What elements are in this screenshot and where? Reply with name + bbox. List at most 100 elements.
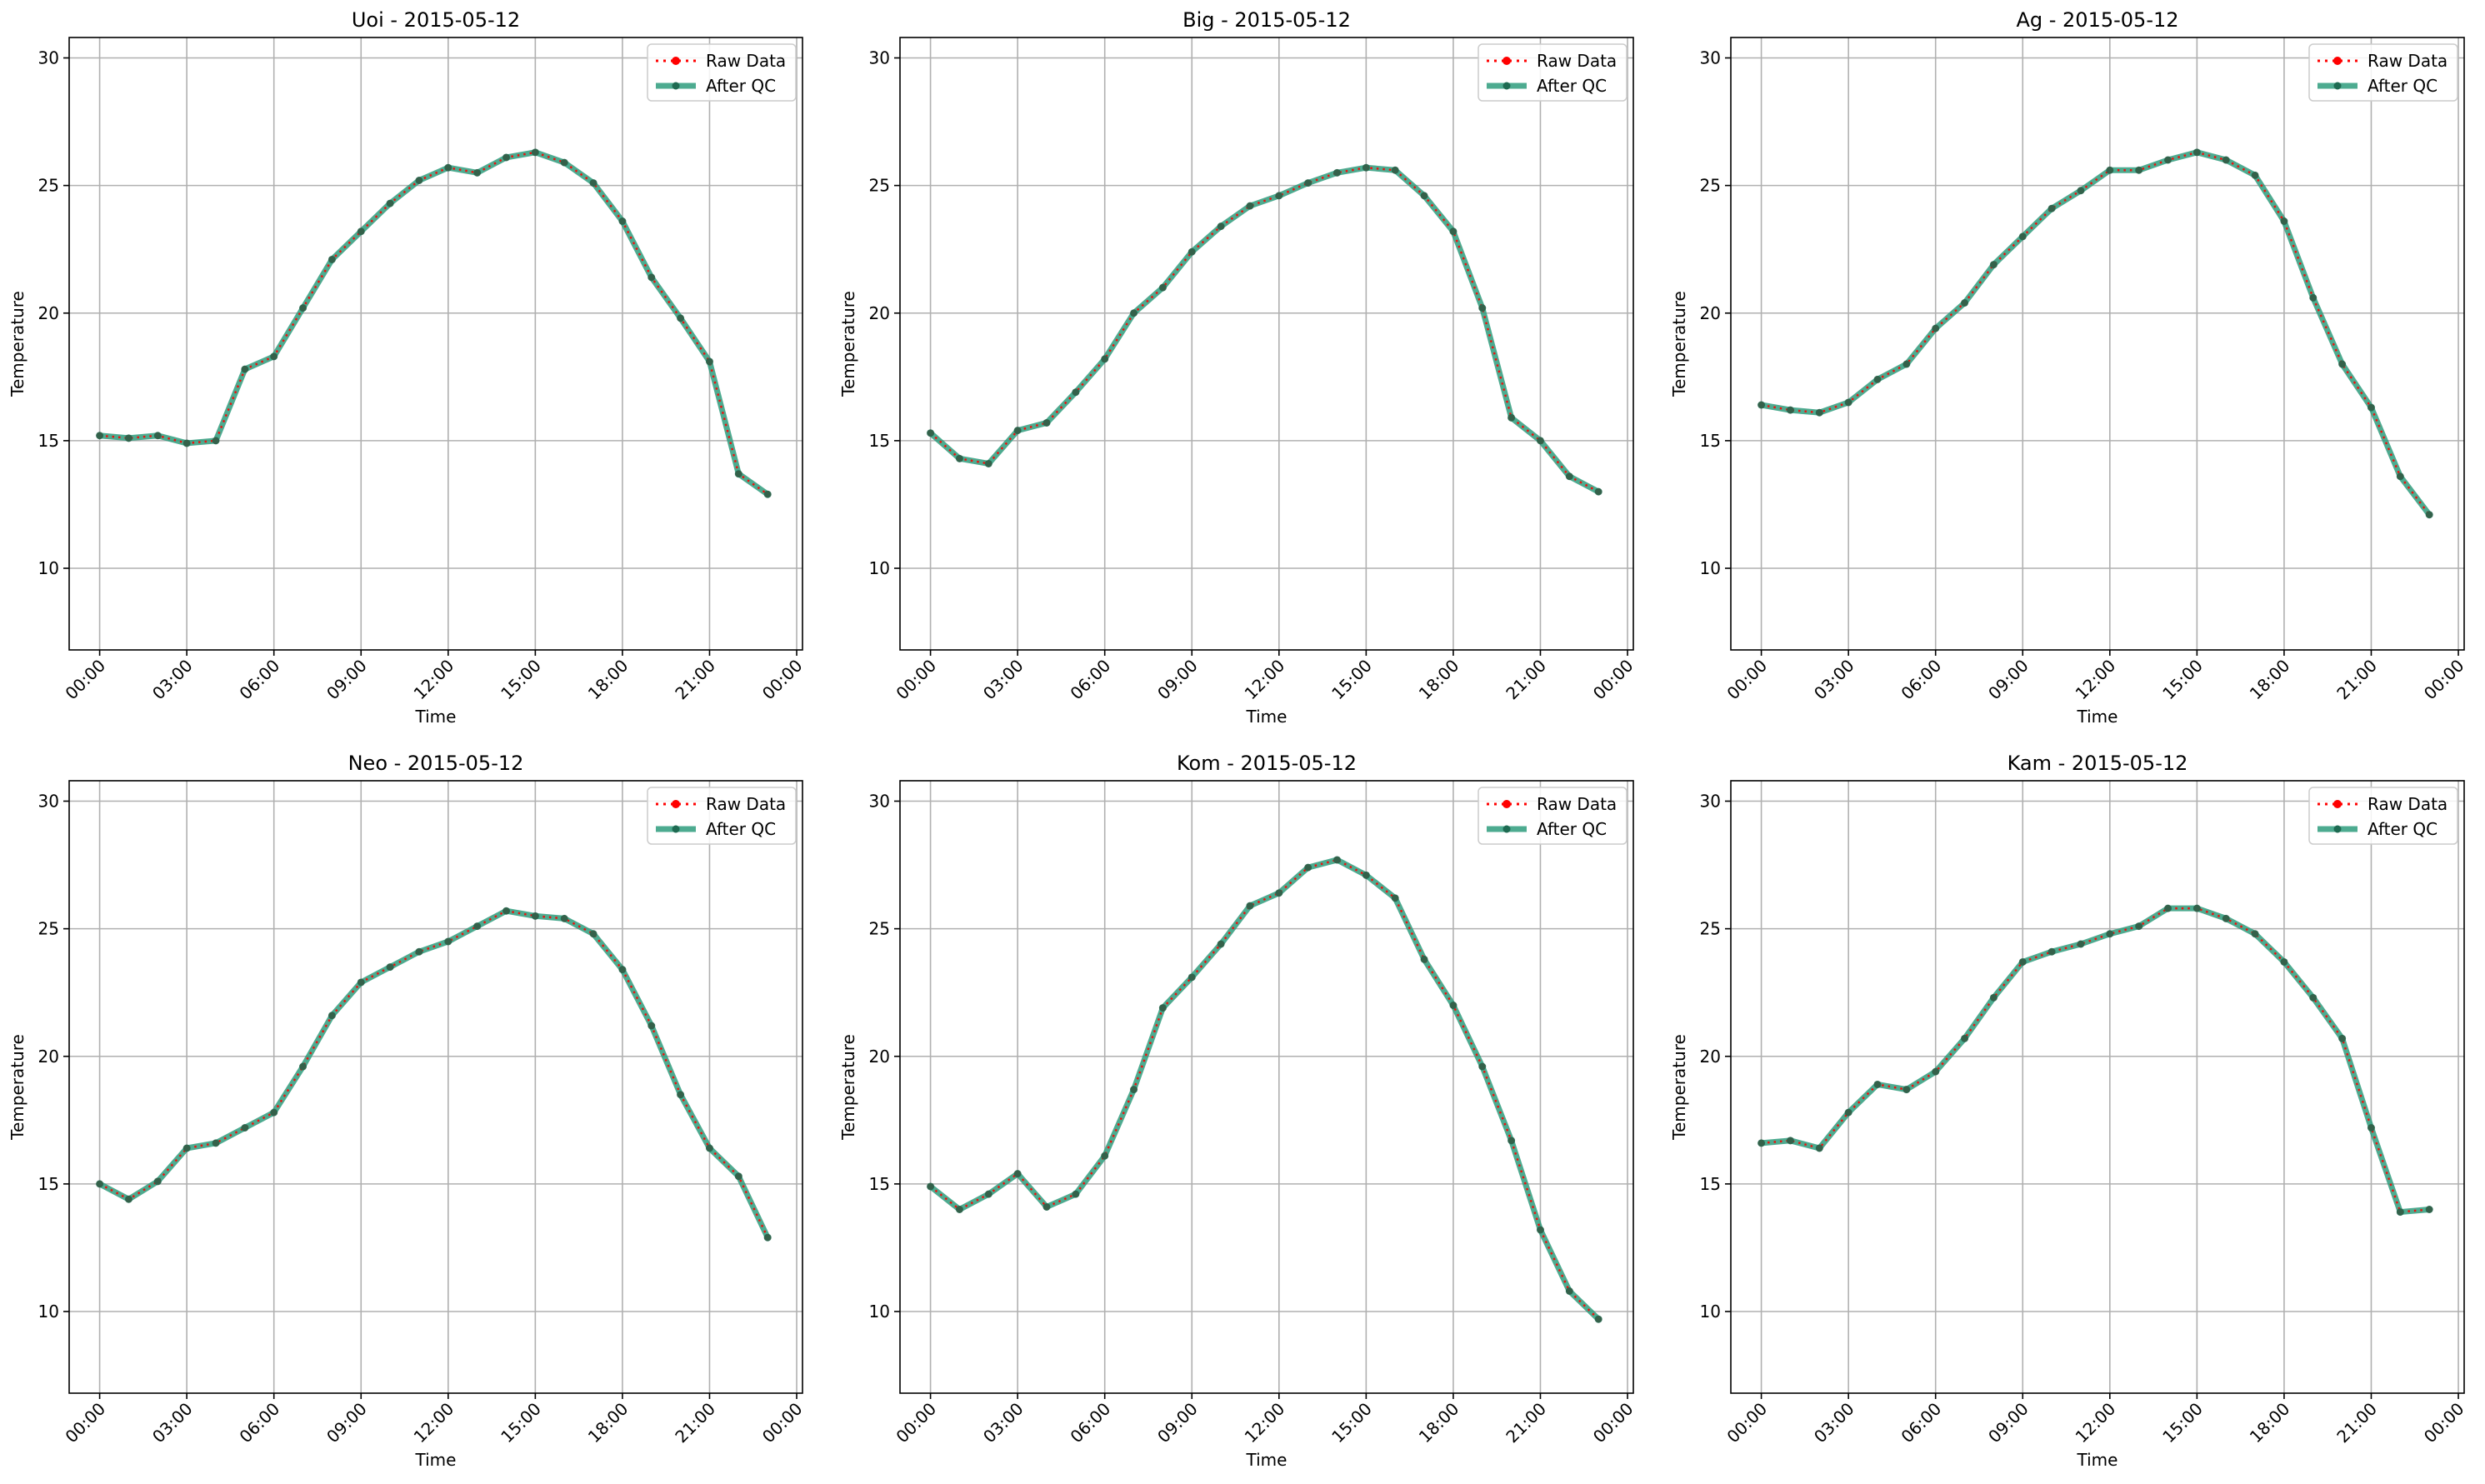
data-point-after-qc [2367,403,2375,412]
data-point-after-qc [1304,863,1312,872]
y-tick-label: 30 [869,792,890,812]
data-point-after-qc [1275,192,1283,200]
legend: Raw Data After QC [1478,43,1628,102]
data-point-after-qc [241,365,249,373]
y-tick-label: 20 [1700,303,1721,323]
x-axis-label: Time [1246,707,1288,727]
data-point-after-qc [1758,1139,1766,1147]
legend-marker-after-qc [2333,825,2342,833]
chart-title: Uoi - 2015-05-12 [352,8,520,32]
data-point-after-qc [2396,472,2404,481]
plot-area [900,37,1633,650]
y-axis-label: Temperature [1669,291,1689,397]
data-point-after-qc [618,217,627,225]
x-tick-label: 00:00 [61,1399,109,1447]
series-group [927,163,1602,496]
chart-title: Ag - 2015-05-12 [2016,8,2178,32]
x-tick-label: 00:00 [1722,656,1771,704]
data-point-after-qc [299,1062,308,1071]
x-tick-label: 21:00 [671,1399,719,1447]
x-tick-label: 12:00 [410,656,458,704]
legend-marker-raw-data [672,57,680,65]
legend-label-raw-data: Raw Data [1537,794,1617,814]
data-point-after-qc [955,454,963,462]
y-tick-label: 10 [1700,1302,1721,1322]
grid [69,781,802,1393]
y-tick-label: 30 [1700,48,1721,68]
data-point-after-qc [763,1233,772,1242]
data-point-after-qc [531,912,539,920]
legend-marker-raw-data [1502,800,1511,808]
x-tick-label: 15:00 [497,1399,545,1447]
data-point-after-qc [1815,1144,1823,1152]
data-point-after-qc [2106,930,2114,938]
series-line-raw-data [1761,151,2431,516]
data-point-after-qc [2222,914,2230,922]
data-point-after-qc [1873,1080,1882,1088]
y-tick-label: 15 [1700,1174,1721,1194]
data-point-after-qc [648,1022,656,1030]
y-tick-label: 20 [869,1047,890,1067]
x-tick-label: 03:00 [148,1399,197,1447]
x-tick-label: 00:00 [758,1399,807,1447]
chart-title: Kom - 2015-05-12 [1177,752,1357,775]
chart-panel-1: 10 15 20 25 30 00:00 03:00 06:00 09:00 12:00 15:00… [838,8,1638,727]
plot-area [900,781,1633,1393]
legend-label-raw-data: Raw Data [1537,51,1617,71]
data-point-after-qc [2135,922,2143,931]
x-tick-label: 03:00 [1810,656,1858,704]
data-point-after-qc [153,1177,162,1186]
legend: Raw Data After QC [2308,43,2458,102]
x-tick-label: 03:00 [148,656,197,704]
data-point-after-qc [2018,232,2027,241]
data-point-after-qc [1932,324,1940,332]
x-tick-label: 18:00 [1415,1399,1463,1447]
plot-area [1731,37,2464,650]
data-point-after-qc [589,930,598,938]
data-point-after-qc [1246,902,1254,910]
data-point-after-qc [124,434,132,442]
data-point-after-qc [1246,202,1254,210]
x-axis-label: Time [415,707,457,727]
data-point-after-qc [1188,247,1196,256]
data-point-after-qc [1786,406,1794,414]
legend-label-raw-data: Raw Data [706,794,786,814]
data-point-after-qc [1478,1062,1487,1071]
legend-marker-raw-data [672,800,680,808]
x-tick-label: 00:00 [2420,1399,2468,1447]
data-point-after-qc [2425,511,2433,519]
data-point-after-qc [2367,1124,2375,1132]
y-axis-label: Temperature [838,291,858,397]
data-point-after-qc [386,963,394,972]
series-line-raw-data [1761,907,2430,1213]
data-point-after-qc [560,158,568,167]
x-tick-label: 12:00 [410,1399,458,1447]
data-point-after-qc [1902,360,1911,368]
legend-label-after-qc: After QC [706,76,776,96]
data-point-after-qc [1902,1086,1911,1094]
data-point-after-qc [473,922,482,931]
data-point-after-qc [1130,309,1138,317]
x-tick-label: 00:00 [61,656,109,704]
data-point-after-qc [648,273,656,282]
data-point-after-qc [1101,1152,1109,1160]
x-tick-label: 00:00 [892,656,940,704]
y-tick-label: 25 [38,176,59,196]
data-point-after-qc [2280,957,2288,966]
x-axis-label: Time [1246,1450,1288,1470]
x-tick-label: 15:00 [2158,656,2207,704]
data-point-after-qc [299,304,308,312]
x-axis-label: Time [2077,707,2118,727]
series-group [1758,148,2433,519]
x-tick-label: 12:00 [1241,1399,1289,1447]
chart-title: Neo - 2015-05-12 [348,752,524,775]
legend-label-raw-data: Raw Data [706,51,786,71]
legend-marker-raw-data [2333,57,2342,65]
y-tick-label: 25 [1700,919,1721,939]
x-tick-label: 00:00 [758,656,807,704]
data-point-after-qc [241,1124,249,1132]
y-tick-label: 30 [38,792,59,812]
data-point-after-qc [734,470,742,478]
plot-area [69,37,802,650]
x-tick-label: 09:00 [1153,656,1202,704]
